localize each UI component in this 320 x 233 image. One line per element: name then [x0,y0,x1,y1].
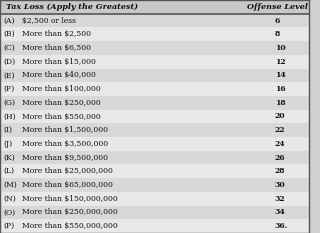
Text: More than $3,500,000: More than $3,500,000 [22,140,108,148]
Text: 12: 12 [275,58,285,66]
Text: (J): (J) [3,140,12,148]
Text: 26: 26 [275,154,285,162]
Text: More than $550,000: More than $550,000 [22,113,100,120]
Text: (B): (B) [3,30,15,38]
FancyBboxPatch shape [0,137,309,151]
Text: (H): (H) [3,113,16,120]
FancyBboxPatch shape [0,69,309,82]
FancyBboxPatch shape [0,178,309,192]
Text: (M): (M) [3,181,17,189]
Text: (O): (O) [3,209,15,216]
Text: More than $25,000,000: More than $25,000,000 [22,167,113,175]
Text: (G): (G) [3,99,15,107]
FancyBboxPatch shape [0,219,309,233]
Text: 14: 14 [275,71,285,79]
Text: 6: 6 [275,17,280,24]
FancyBboxPatch shape [0,123,309,137]
Text: (K): (K) [3,154,15,162]
Text: (C): (C) [3,44,15,52]
Text: (L): (L) [3,167,14,175]
Text: 22: 22 [275,126,285,134]
FancyBboxPatch shape [0,151,309,164]
Text: 18: 18 [275,99,285,107]
Text: Tax Loss (Apply the Greatest): Tax Loss (Apply the Greatest) [6,3,138,11]
Text: Offense Level: Offense Level [247,3,308,11]
FancyBboxPatch shape [0,110,309,123]
Text: 24: 24 [275,140,285,148]
Text: 16: 16 [275,85,285,93]
Text: More than $250,000,000: More than $250,000,000 [22,209,117,216]
FancyBboxPatch shape [0,164,309,178]
Text: $2,500 or less: $2,500 or less [22,17,76,24]
Text: (N): (N) [3,195,16,203]
Text: 32: 32 [275,195,285,203]
Text: More than $15,000: More than $15,000 [22,58,95,66]
Text: More than $550,000,000: More than $550,000,000 [22,222,117,230]
FancyBboxPatch shape [0,206,309,219]
FancyBboxPatch shape [0,82,309,96]
Text: (P): (P) [3,222,14,230]
Text: 36.: 36. [275,222,288,230]
Text: 34: 34 [275,209,285,216]
Text: (A): (A) [3,17,15,24]
Text: More than $2,500: More than $2,500 [22,30,91,38]
Text: More than $250,000: More than $250,000 [22,99,100,107]
Text: 20: 20 [275,113,285,120]
FancyBboxPatch shape [0,14,309,27]
Text: More than $1,500,000: More than $1,500,000 [22,126,108,134]
Text: More than $65,000,000: More than $65,000,000 [22,181,113,189]
FancyBboxPatch shape [0,96,309,110]
Text: (D): (D) [3,58,15,66]
Text: More than $100,000: More than $100,000 [22,85,100,93]
Text: More than $9,500,000: More than $9,500,000 [22,154,108,162]
Text: 28: 28 [275,167,285,175]
Text: 8: 8 [275,30,280,38]
Text: 30: 30 [275,181,285,189]
Text: More than $40,000: More than $40,000 [22,71,95,79]
FancyBboxPatch shape [0,27,309,41]
FancyBboxPatch shape [0,41,309,55]
Text: (F): (F) [3,85,14,93]
Text: (I): (I) [3,126,12,134]
FancyBboxPatch shape [0,0,309,14]
FancyBboxPatch shape [0,192,309,206]
Text: More than $150,000,000: More than $150,000,000 [22,195,117,203]
Text: 10: 10 [275,44,285,52]
Text: (E): (E) [3,71,15,79]
Text: More than $6,500: More than $6,500 [22,44,91,52]
FancyBboxPatch shape [0,55,309,69]
